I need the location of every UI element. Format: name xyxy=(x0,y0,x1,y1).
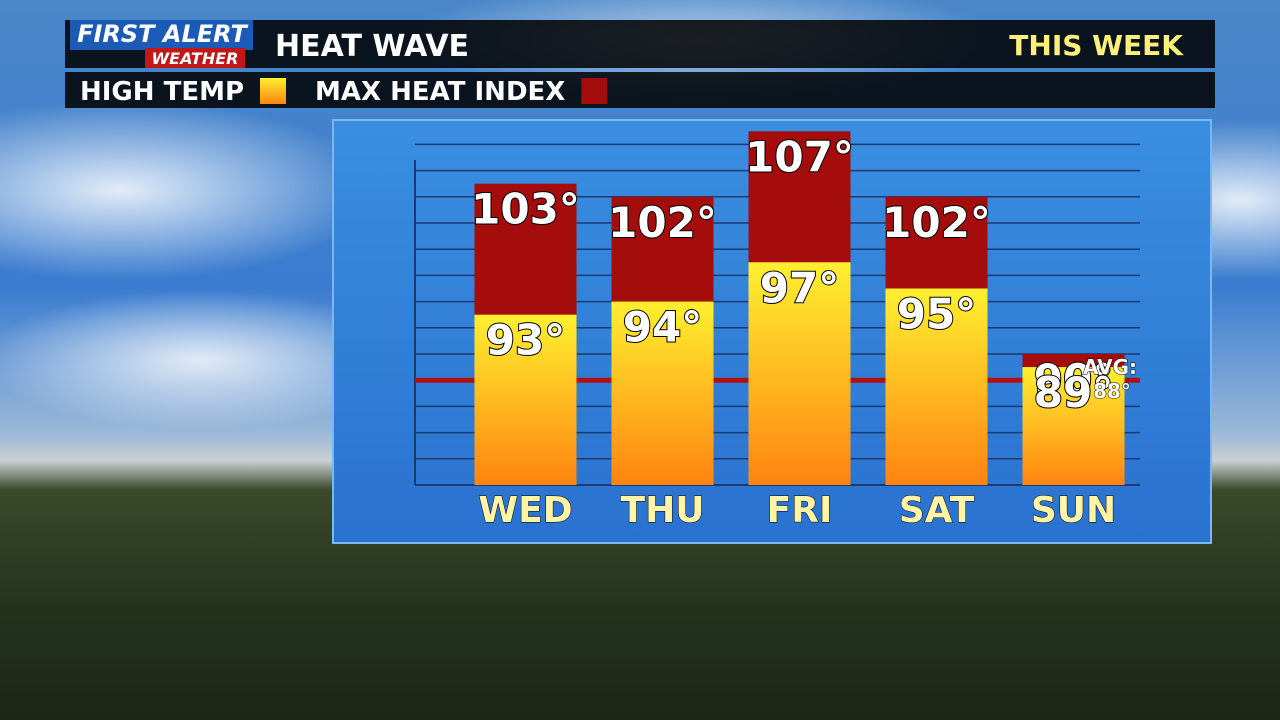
x-tick-label: SAT xyxy=(899,490,975,531)
x-tick-label: WED xyxy=(478,490,572,531)
value-label: 102° xyxy=(608,198,717,247)
legend-swatch xyxy=(260,78,287,104)
high-temp-bar xyxy=(611,301,714,485)
high-temp-bar xyxy=(885,288,988,485)
value-label: 89° xyxy=(1034,368,1113,417)
high-temp-bar xyxy=(748,262,851,485)
logo-box xyxy=(70,20,253,50)
x-tick-label: SUN xyxy=(1031,490,1116,531)
logo-text: FIRST ALERT xyxy=(77,20,248,48)
legend-swatch xyxy=(581,78,608,104)
value-label: 103° xyxy=(471,185,580,234)
value-label: 95° xyxy=(897,290,976,339)
x-tick-label: FRI xyxy=(767,490,833,531)
average-label: AVG: xyxy=(1083,355,1137,379)
legend-label: HIGH TEMP xyxy=(80,77,244,107)
header-bar xyxy=(65,20,1215,68)
high-temp-bar xyxy=(474,314,577,485)
value-label: 102° xyxy=(882,198,991,247)
average-value: 88° xyxy=(1093,379,1131,403)
period: THIS WEEK xyxy=(1009,29,1184,62)
legend-bar xyxy=(65,72,1215,108)
value-label: 93° xyxy=(486,316,565,365)
logo-text: WEATHER xyxy=(152,49,239,68)
value-label: 107° xyxy=(745,132,854,181)
high-temp-bar xyxy=(1022,367,1125,485)
title: HEAT WAVE xyxy=(275,29,469,64)
value-label: 97° xyxy=(760,263,839,312)
x-tick-label: THU xyxy=(621,490,705,531)
value-label: 94° xyxy=(623,303,702,352)
legend-label: MAX HEAT INDEX xyxy=(315,77,565,107)
value-label: 90° xyxy=(1034,355,1113,404)
logo-box xyxy=(145,48,245,68)
